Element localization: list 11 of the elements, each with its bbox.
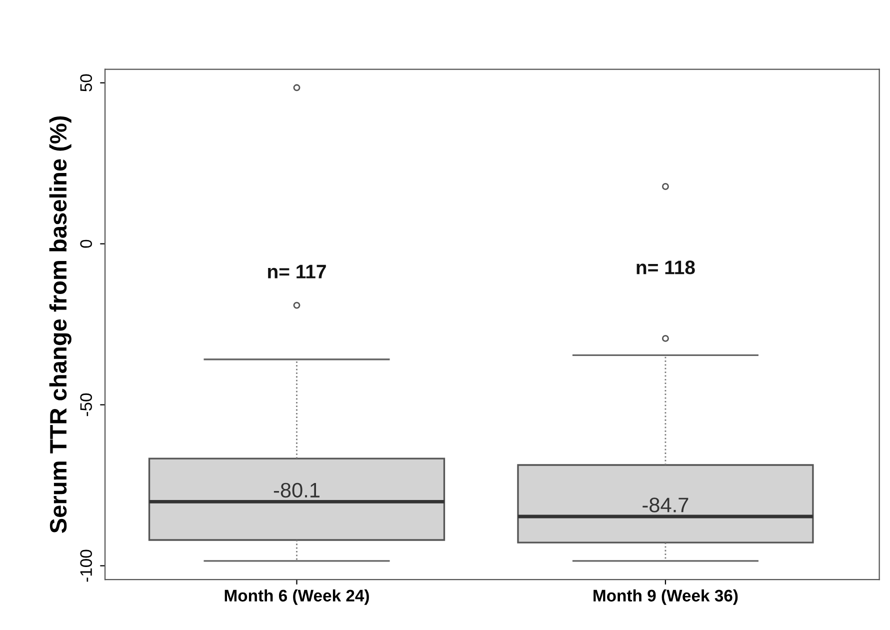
y-axis-title: Serum TTR change from baseline (%) <box>49 116 72 534</box>
annotation: n= 117 <box>268 264 326 278</box>
y-tick-label: 0 <box>80 240 92 248</box>
annotation: -80.1 <box>274 482 320 498</box>
y-tick-label: -100 <box>80 550 92 582</box>
x-tick-label: Month 9 (Week 36) <box>594 589 738 605</box>
annotation: n= 118 <box>636 260 695 274</box>
x-tick-label: Month 6 (Week 24) <box>224 589 369 605</box>
y-tick-label: -50 <box>80 393 92 416</box>
y-tick-label: 50 <box>80 74 92 92</box>
annotation: -84.7 <box>642 498 688 512</box>
